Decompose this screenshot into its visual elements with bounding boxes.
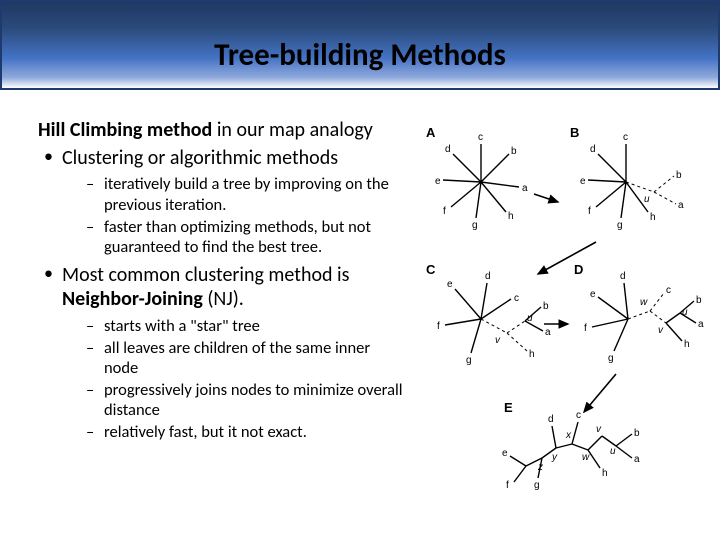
sub-bullet: relatively fast, but it not exact. xyxy=(84,422,408,442)
sub-bullet: progressively joins nodes to minimize ov… xyxy=(84,380,408,420)
svg-text:h: h xyxy=(684,339,690,350)
svg-text:a: a xyxy=(522,183,528,194)
sub-bullet: all leaves are children of the same inne… xyxy=(84,338,408,378)
svg-text:v: v xyxy=(495,335,501,346)
svg-text:e: e xyxy=(502,448,508,459)
bullet-2-post: (NJ). xyxy=(203,287,244,311)
header-bar: Tree-building Methods xyxy=(0,0,720,90)
intro-line: Hill Climbing method in our map analogy xyxy=(38,118,408,142)
svg-text:g: g xyxy=(466,355,472,366)
svg-text:B: B xyxy=(570,125,579,140)
svg-text:a: a xyxy=(545,327,551,338)
svg-text:b: b xyxy=(696,295,702,306)
svg-text:a: a xyxy=(678,200,684,211)
text-column: Hill Climbing method in our map analogy … xyxy=(38,118,408,514)
nj-diagram: .sl { stroke:#000; stroke-width:1.4; fil… xyxy=(416,124,704,514)
svg-text:e: e xyxy=(447,279,453,290)
svg-text:h: h xyxy=(508,211,514,222)
svg-text:y: y xyxy=(551,452,558,463)
sub-bullet: starts with a "star" tree xyxy=(84,316,408,336)
sub-bullet: faster than optimizing methods, but not … xyxy=(84,217,408,257)
bullet-list: Clustering or algorithmic methods iterat… xyxy=(38,146,408,442)
svg-text:e: e xyxy=(590,289,596,300)
slide-title: Tree-building Methods xyxy=(214,36,506,74)
svg-text:c: c xyxy=(576,410,581,421)
svg-text:c: c xyxy=(623,132,628,143)
bullet-2: Most common clustering method is Neighbo… xyxy=(40,263,408,443)
intro-bold: Hill Climbing method xyxy=(38,118,212,142)
svg-text:f: f xyxy=(443,206,446,217)
svg-text:d: d xyxy=(620,271,626,282)
svg-text:e: e xyxy=(580,176,586,187)
svg-text:f: f xyxy=(584,323,587,334)
svg-text:d: d xyxy=(485,271,491,282)
svg-text:h: h xyxy=(529,349,535,360)
svg-text:g: g xyxy=(608,353,614,364)
bullet-2-bold: Neighbor-Joining xyxy=(62,287,203,311)
svg-text:x: x xyxy=(565,430,572,441)
content-area: Hill Climbing method in our map analogy … xyxy=(0,90,720,514)
svg-text:b: b xyxy=(511,146,517,157)
svg-text:b: b xyxy=(543,301,549,312)
svg-text:c: c xyxy=(478,132,483,143)
svg-text:h: h xyxy=(602,468,608,479)
svg-text:c: c xyxy=(514,293,519,304)
svg-text:e: e xyxy=(435,176,441,187)
svg-text:v: v xyxy=(596,424,602,435)
svg-text:d: d xyxy=(548,414,554,425)
svg-text:h: h xyxy=(650,212,656,223)
svg-text:a: a xyxy=(698,319,704,330)
svg-text:f: f xyxy=(506,480,509,491)
svg-text:g: g xyxy=(472,220,478,231)
svg-text:w: w xyxy=(582,452,590,463)
sub-bullet: iteratively build a tree by improving on… xyxy=(84,174,408,214)
svg-text:b: b xyxy=(676,170,682,181)
intro-rest: in our map analogy xyxy=(212,118,373,142)
svg-text:a: a xyxy=(634,454,640,465)
svg-text:f: f xyxy=(437,321,440,332)
svg-text:d: d xyxy=(445,144,451,155)
svg-text:g: g xyxy=(617,220,623,231)
svg-text:v: v xyxy=(658,325,664,336)
diagram-column: .sl { stroke:#000; stroke-width:1.4; fil… xyxy=(408,118,696,514)
svg-text:u: u xyxy=(610,446,616,457)
svg-text:u: u xyxy=(644,194,650,205)
svg-text:g: g xyxy=(534,480,540,491)
svg-text:c: c xyxy=(666,285,671,296)
bullet-2-pre: Most common clustering method is xyxy=(62,263,349,287)
svg-text:f: f xyxy=(588,206,591,217)
svg-text:b: b xyxy=(634,428,640,439)
svg-text:w: w xyxy=(640,297,648,308)
svg-text:D: D xyxy=(574,262,583,277)
bullet-1: Clustering or algorithmic methods iterat… xyxy=(40,146,408,257)
bullet-1-text: Clustering or algorithmic methods xyxy=(62,146,338,170)
svg-text:C: C xyxy=(426,262,436,277)
svg-text:d: d xyxy=(590,144,596,155)
svg-text:E: E xyxy=(504,400,513,415)
svg-text:A: A xyxy=(426,125,436,140)
